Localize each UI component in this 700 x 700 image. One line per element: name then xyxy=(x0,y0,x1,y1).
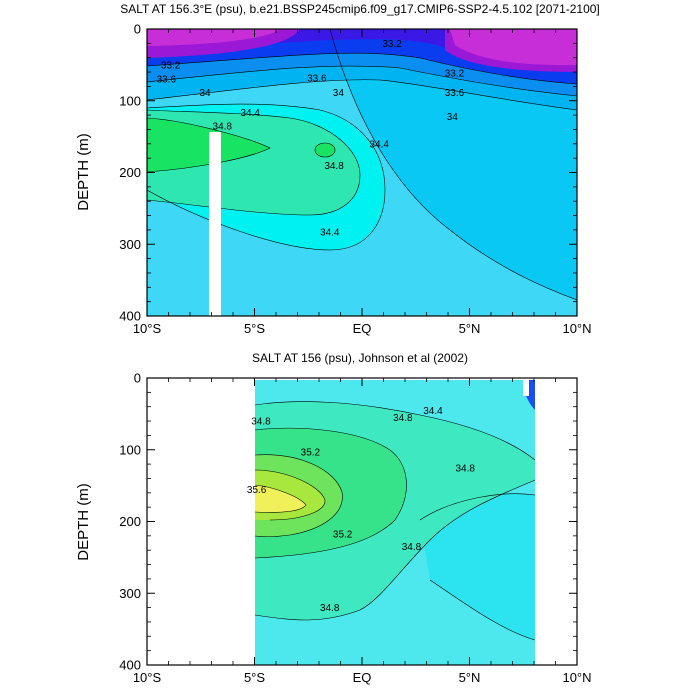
bottom-x-tick-label: EQ xyxy=(353,670,372,685)
top-y-tick-label: 200 xyxy=(119,165,141,180)
bottom-x-tick-label: 5°S xyxy=(244,670,265,685)
top-contour-label: 33.2 xyxy=(161,60,181,71)
bottom-contour-label: 34.8 xyxy=(455,463,475,474)
bottom-contour-label: 34.8 xyxy=(393,413,413,424)
top-contour-fills xyxy=(147,29,577,316)
top-contour-label: 33.2 xyxy=(445,68,465,79)
bottom-contour-label: 35.2 xyxy=(333,529,353,540)
bottom-contour-label: 34.8 xyxy=(251,417,271,428)
top-contour-label: 34.4 xyxy=(320,227,340,238)
top-contour-label: 34.8 xyxy=(324,161,344,172)
top-x-tick-label: 10°N xyxy=(562,321,591,336)
bottom-y-axis-label: DEPTH (m) xyxy=(75,483,92,561)
top-panel-title: SALT AT 156.3°E (psu), b.e21.BSSP245cmip… xyxy=(120,2,600,16)
top-contour-label: 33.6 xyxy=(307,73,327,84)
top-contour-label: 34.8 xyxy=(213,122,233,133)
top-x-tick-label: 5°S xyxy=(244,321,265,336)
fill-35-2-blob xyxy=(315,143,335,157)
bottom-panel-title: SALT AT 156 (psu), Johnson et al (2002) xyxy=(252,351,468,365)
fill-35-2-west xyxy=(147,118,270,172)
top-contour-label: 34.4 xyxy=(240,108,260,119)
bottom-contour-label: 34.8 xyxy=(320,603,340,614)
bottom-x-tick-label: 10°S xyxy=(133,670,162,685)
bottom-y-tick-label: 200 xyxy=(119,514,141,529)
bottom-y-tick-label: 400 xyxy=(119,658,141,673)
top-contour-label: 34 xyxy=(333,88,345,99)
bottom-x-tick-label: 5°N xyxy=(459,670,481,685)
top-x-tick-label: EQ xyxy=(353,321,372,336)
top-x-tick-label: 10°S xyxy=(133,321,162,336)
top-contour-label: 34.4 xyxy=(369,139,389,150)
top-contour-label: 33.6 xyxy=(445,88,465,99)
bottom-contour-label: 34.4 xyxy=(423,406,443,417)
bottom-contour-lines xyxy=(254,401,536,641)
fill-32-8-east xyxy=(450,29,577,66)
top-missing-data-strip xyxy=(209,132,221,316)
fill-34-4-lobe xyxy=(420,493,535,640)
top-contour-label: 33.6 xyxy=(157,74,177,85)
bottom-axes: 10°S 5°S EQ 5°N 10°N 0 100 200 300 400 xyxy=(119,371,591,686)
top-contour-label: 33.2 xyxy=(382,39,402,50)
top-panel: SALT AT 156.3°E (psu), b.e21.BSSP245cmip… xyxy=(75,2,600,336)
top-y-axis-label: DEPTH (m) xyxy=(75,133,92,211)
bottom-contour-label: 35.6 xyxy=(247,485,267,496)
bottom-missing-data-gap xyxy=(523,380,529,396)
bottom-y-tick-label: 100 xyxy=(119,442,141,457)
top-axes: 10°S 5°S EQ 5°N 10°N 0 100 200 300 400 xyxy=(119,22,591,337)
top-y-tick-label: 400 xyxy=(119,309,141,324)
top-contour-label: 34 xyxy=(447,112,459,123)
fill-35-8 xyxy=(255,485,306,513)
top-y-tick-label: 0 xyxy=(134,22,141,37)
top-contour-labels: 33.2 33.2 33.2 33.6 33.6 33.6 34 34 34 34.4 34.4 34… xyxy=(157,39,465,239)
bottom-contour-label: 34.8 xyxy=(402,542,422,553)
bottom-contour-labels: 34.8 34.8 34.4 35.2 35.6 34.8 35.2 34.8 34.8 xyxy=(247,406,475,614)
bottom-y-tick-label: 300 xyxy=(119,586,141,601)
bottom-contour-fills xyxy=(254,380,536,665)
bottom-y-tick-label: 0 xyxy=(134,371,141,386)
bottom-contour-label: 35.2 xyxy=(301,447,321,458)
top-y-tick-label: 300 xyxy=(119,237,141,252)
top-x-tick-label: 5°N xyxy=(459,321,481,336)
top-contour-label: 34 xyxy=(199,88,211,99)
top-y-tick-label: 100 xyxy=(119,93,141,108)
bottom-x-tick-label: 10°N xyxy=(562,670,591,685)
fill-32-8-west xyxy=(147,29,280,46)
top-contour-lines xyxy=(147,29,577,301)
bottom-panel: SALT AT 156 (psu), Johnson et al (2002) xyxy=(75,351,592,685)
